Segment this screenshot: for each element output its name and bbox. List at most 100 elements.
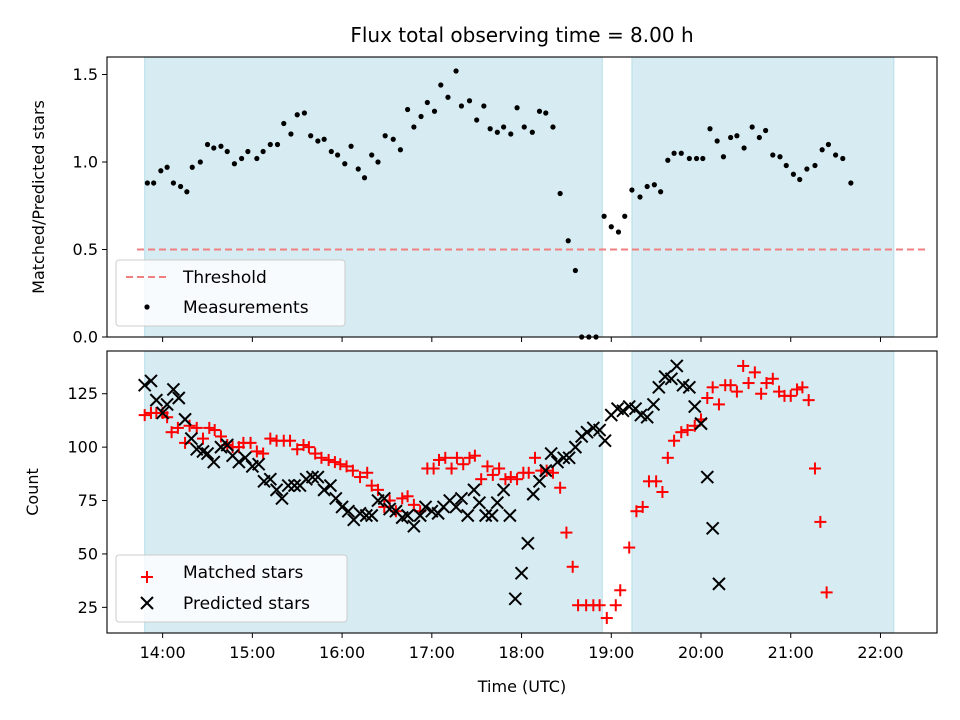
predicted-point-85 (646, 397, 661, 412)
measurement-point-24 (308, 133, 314, 139)
measurement-point-38 (404, 106, 411, 113)
matched-point-84 (661, 451, 674, 464)
measurement-point-54 (514, 105, 520, 111)
xtick-label-1: 15:00 (229, 643, 275, 662)
matched-point-100 (760, 377, 773, 390)
bottom-ytick-label-0: 25 (78, 598, 98, 617)
measurement-point-82 (714, 138, 720, 144)
predicted-point-94 (700, 470, 714, 484)
predicted-point-22 (269, 483, 284, 497)
predicted-point-69 (550, 455, 565, 469)
measurement-point-69 (622, 213, 628, 219)
measurement-point-44 (445, 94, 451, 100)
legend-matched-label: Matched stars (183, 563, 303, 583)
measurement-point-25 (315, 138, 321, 144)
matched-point-105 (791, 383, 804, 396)
predicted-point-96 (712, 577, 726, 591)
matched-point-75 (600, 612, 613, 625)
measurement-point-14 (238, 155, 245, 162)
matched-point-78 (623, 541, 636, 554)
measurement-point-92 (783, 162, 789, 169)
matched-point-18 (244, 436, 257, 449)
measurement-point-98 (825, 141, 832, 148)
legend-predicted-swatch (140, 596, 154, 610)
bottom-x-ticks: 14:00 15:00 16:00 17:00 18:00 19:00 20:00 21:00… (140, 633, 904, 662)
predicted-point-46 (413, 508, 427, 523)
bottom-plot-area (137, 350, 895, 634)
measurement-point-55 (521, 124, 527, 130)
measurement-point-19 (274, 141, 281, 148)
measurement-point-72 (644, 183, 650, 190)
measurement-point-8 (197, 159, 203, 165)
matched-point-30 (322, 453, 335, 466)
measurement-point-46 (458, 103, 465, 109)
matched-point-107 (802, 394, 815, 407)
xtick-label-7: 21:00 (768, 643, 814, 662)
matched-point-94 (724, 379, 737, 392)
predicted-point-7 (178, 412, 192, 427)
matched-point-87 (681, 424, 694, 437)
measurement-point-87 (749, 124, 755, 130)
predicted-point-1 (144, 374, 158, 388)
measurement-point-76 (671, 150, 677, 156)
matched-point-50 (445, 462, 458, 475)
measurement-point-58 (543, 110, 549, 116)
measurement-point-49 (481, 103, 487, 109)
predicted-point-92 (688, 399, 702, 414)
matched-point-25 (291, 443, 304, 456)
measurement-point-90 (770, 152, 776, 158)
measurement-point-9 (204, 141, 211, 148)
measurement-point-48 (474, 117, 480, 123)
measurement-point-56 (529, 129, 535, 135)
matched-point-58 (493, 462, 506, 475)
matched-point-82 (650, 475, 663, 488)
matched-point-85 (668, 434, 681, 447)
predicted-point-93 (694, 416, 708, 431)
predicted-point-80 (616, 404, 630, 418)
matched-point-6 (171, 421, 184, 434)
predicted-point-71 (562, 451, 576, 465)
predicted-point-91 (682, 380, 697, 395)
measurement-point-26 (321, 136, 327, 142)
predicted-point-40 (377, 491, 391, 506)
bottom-ytick-label-4: 125 (67, 384, 98, 403)
measurement-point-2 (158, 168, 164, 174)
predicted-point-0 (137, 378, 152, 392)
measurement-point-27 (328, 148, 334, 155)
xtick-label-4: 18:00 (498, 643, 544, 662)
matched-point-35 (354, 471, 367, 484)
bottom-y-ticks: 25 50 75 100 125 (67, 384, 107, 617)
measurement-point-31 (355, 166, 361, 172)
measurement-point-0 (144, 180, 150, 186)
top-x-ticks (162, 337, 881, 342)
matched-point-69 (560, 526, 573, 539)
measurement-point-20 (281, 120, 287, 127)
predicted-point-38 (364, 508, 379, 523)
matched-point-49 (439, 451, 452, 464)
legend-predicted-label: Predicted stars (183, 594, 310, 614)
matched-point-77 (614, 584, 627, 597)
top-legend-box (115, 259, 346, 327)
bottom-ytick-label-3: 100 (67, 438, 98, 457)
matched-point-109 (814, 515, 827, 528)
measurement-point-101 (848, 180, 854, 186)
top-ytick-label-0: 0.0 (73, 328, 98, 347)
matched-point-56 (481, 460, 494, 473)
measurement-point-10 (211, 145, 217, 151)
measurement-point-39 (411, 124, 417, 130)
predicted-point-53 (454, 491, 469, 506)
matched-point-48 (433, 453, 445, 466)
measurement-point-4 (170, 180, 176, 186)
bottom-legend-box (115, 554, 348, 623)
bottom-shaded-span-1 (631, 350, 895, 634)
measurement-point-18 (267, 141, 273, 148)
matched-point-104 (784, 389, 797, 402)
predicted-point-21 (263, 472, 278, 486)
measurement-point-94 (797, 176, 803, 183)
predicted-point-12 (207, 455, 221, 469)
matched-point-52 (457, 458, 470, 471)
bottom-legend: Matched stars Predicted stars (115, 554, 348, 623)
predicted-point-6 (172, 391, 186, 405)
predicted-point-45 (407, 519, 421, 533)
xtick-label-0: 14:00 (140, 643, 186, 662)
